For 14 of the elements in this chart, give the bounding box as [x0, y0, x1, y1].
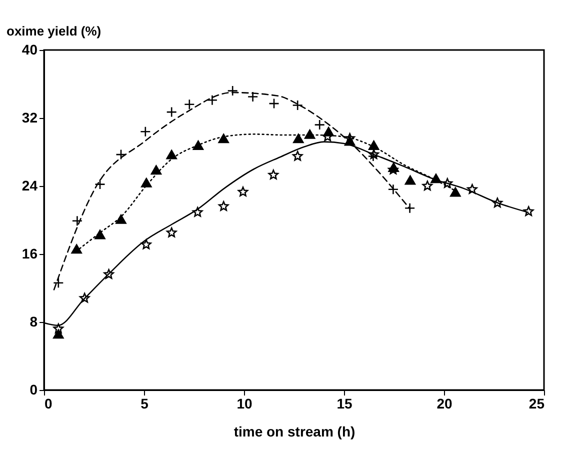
- y-tick-label: 0: [30, 382, 38, 398]
- x-tick-label: 25: [528, 396, 545, 412]
- x-tick-label: 0: [44, 396, 52, 412]
- y-tick-label: 16: [22, 246, 38, 262]
- y-tick-label: 40: [22, 42, 38, 58]
- x-tick-label: 10: [236, 396, 252, 412]
- y-tick-label: 24: [22, 178, 38, 194]
- y-tick-label: 8: [30, 314, 38, 330]
- y-tick-label: 32: [22, 110, 38, 126]
- y-axis-title: oxime yield (%): [6, 24, 102, 38]
- x-axis-title: time on stream (h): [234, 424, 356, 440]
- x-tick-label: 15: [336, 396, 352, 412]
- x-tick-label: 20: [436, 396, 452, 412]
- x-tick-label: 5: [140, 396, 149, 412]
